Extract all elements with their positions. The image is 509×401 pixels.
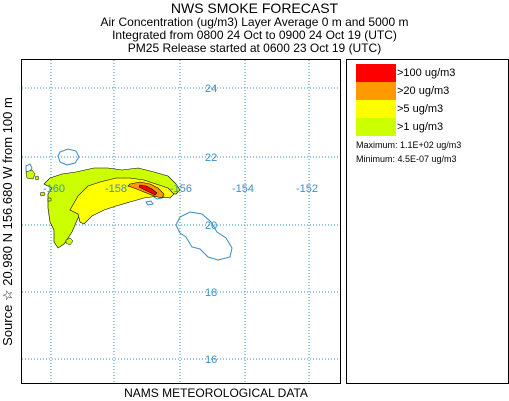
legend-row-5: >5 ug/m3 bbox=[356, 100, 506, 118]
legend-minimum: Minimum: 4.5E-07 ug/m3 bbox=[356, 154, 457, 164]
lat-label: 24 bbox=[205, 83, 217, 95]
legend-label-1: >1 ug/m3 bbox=[397, 121, 444, 133]
hawaii-coastline bbox=[175, 211, 233, 261]
longitude-labels: -160 -158 -156 -154 -152 bbox=[43, 183, 318, 195]
plume-speck-3 bbox=[39, 191, 46, 197]
legend-row-20: >20 ug/m3 bbox=[356, 82, 506, 100]
legend-label-20: >20 ug/m3 bbox=[397, 85, 450, 97]
legend-row-100: >100 ug/m3 bbox=[356, 64, 506, 82]
smoke-plume bbox=[25, 167, 181, 249]
legend-swatch-5 bbox=[356, 100, 396, 118]
source-location-label: Source ☆ 20.980 N 156.680 W from 100 m bbox=[0, 97, 15, 346]
kauai-coastline bbox=[57, 148, 80, 166]
legend-label-100: >100 ug/m3 bbox=[397, 67, 456, 79]
meteorological-data-label: NAMS METEOROLOGICAL DATA bbox=[124, 386, 308, 400]
concentration-subtitle: Air Concentration (ug/m3) Layer Average … bbox=[100, 15, 409, 29]
smoke-map: 24 22 20 18 16 -160 -158 -156 -154 -152 bbox=[21, 59, 341, 384]
lon-label: -152 bbox=[296, 183, 318, 195]
legend-maximum: Maximum: 1.1E+02 ug/m3 bbox=[356, 140, 462, 150]
plume-speck-4 bbox=[47, 197, 52, 202]
plume-speck-2 bbox=[34, 175, 40, 181]
kahoolawe-coastline bbox=[145, 200, 154, 206]
legend-swatch-100 bbox=[356, 64, 396, 82]
forecast-title: NWS SMOKE FORECAST bbox=[170, 0, 339, 16]
latitude-labels: 24 22 20 18 16 bbox=[205, 83, 217, 366]
legend-swatch-1 bbox=[356, 118, 396, 136]
legend-row-1: >1 ug/m3 bbox=[356, 118, 506, 136]
lon-label: -158 bbox=[105, 183, 127, 195]
legend-label-5: >5 ug/m3 bbox=[397, 103, 444, 115]
concentration-legend: >100 ug/m3 >20 ug/m3 >5 ug/m3 >1 ug/m3 M… bbox=[346, 59, 509, 384]
plume-speck-5 bbox=[65, 237, 74, 246]
legend-swatch-20 bbox=[356, 82, 396, 100]
lon-label: -156 bbox=[170, 183, 192, 195]
plume-level-100 bbox=[138, 184, 158, 196]
lat-label: 22 bbox=[205, 152, 217, 164]
lat-label: 18 bbox=[205, 287, 217, 299]
lat-label: 16 bbox=[205, 354, 217, 366]
lon-label: -160 bbox=[43, 183, 65, 195]
integration-period: Integrated from 0800 24 Oct to 0900 24 O… bbox=[112, 28, 397, 42]
release-start: PM25 Release started at 0600 23 Oct 19 (… bbox=[127, 41, 382, 55]
lon-label: -154 bbox=[232, 183, 254, 195]
lat-label: 20 bbox=[205, 220, 217, 232]
plume-speck-1 bbox=[25, 169, 36, 180]
